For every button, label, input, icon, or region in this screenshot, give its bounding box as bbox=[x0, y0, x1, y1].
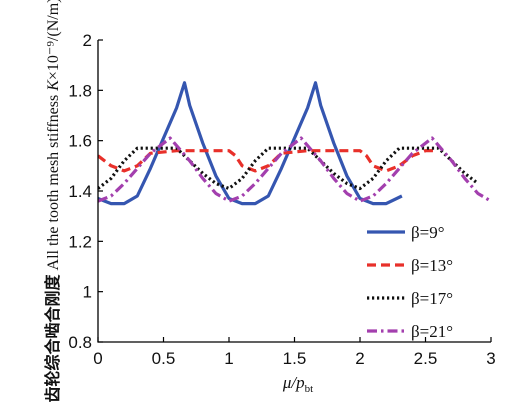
legend-label-3: β=17° bbox=[411, 289, 453, 308]
x-axis-label: μ/pbt bbox=[282, 373, 313, 395]
y-axis-label: 齿轮综合啮合刚度 All the tooth mesh stiffness K×1… bbox=[43, 0, 62, 402]
y-tick-label: 1.8 bbox=[68, 81, 92, 100]
y-tick-label: 1.2 bbox=[68, 232, 92, 251]
legend-label-1: β=9° bbox=[411, 223, 445, 242]
x-tick-label: 3 bbox=[486, 349, 495, 368]
axes: 0 0.5 1 1.5 2 2.5 3 0.8 1 1.2 1.4 1.6 1.8 2 bbox=[68, 31, 495, 368]
series-line-4 bbox=[98, 136, 491, 203]
y-tick-label: 1.4 bbox=[68, 182, 92, 201]
legend-label-2: β=13° bbox=[411, 256, 453, 275]
series-line-1 bbox=[98, 81, 403, 206]
y-axis-label-symbol: K bbox=[45, 79, 62, 92]
x-axis-label-main: μ/p bbox=[282, 373, 305, 392]
x-tick-label: 0 bbox=[93, 349, 102, 368]
x-tick-label: 2.5 bbox=[414, 349, 438, 368]
x-tick-label: 0.5 bbox=[152, 349, 176, 368]
y-axis-label-chinese: 齿轮综合啮合刚度 bbox=[43, 273, 62, 402]
x-tick-label: 1 bbox=[224, 349, 233, 368]
y-axis-label-english: All the tooth mesh stiffness bbox=[45, 91, 62, 271]
y-axis-label-unit: ×10⁻⁹/(N/m) bbox=[45, 0, 62, 80]
plot-area bbox=[98, 81, 491, 206]
x-tick-label: 1.5 bbox=[283, 349, 307, 368]
x-tick-label: 2 bbox=[355, 349, 364, 368]
y-tick-label: 2 bbox=[83, 31, 92, 50]
legend: β=9° β=13° β=17° β=21° bbox=[367, 223, 453, 341]
y-tick-label: 0.8 bbox=[68, 333, 92, 352]
y-tick-label: 1 bbox=[83, 283, 92, 302]
legend-label-4: β=21° bbox=[411, 322, 453, 341]
y-tick-label: 1.6 bbox=[68, 132, 92, 151]
x-axis-label-subscript: bt bbox=[305, 383, 314, 395]
series-line-3 bbox=[98, 146, 479, 191]
